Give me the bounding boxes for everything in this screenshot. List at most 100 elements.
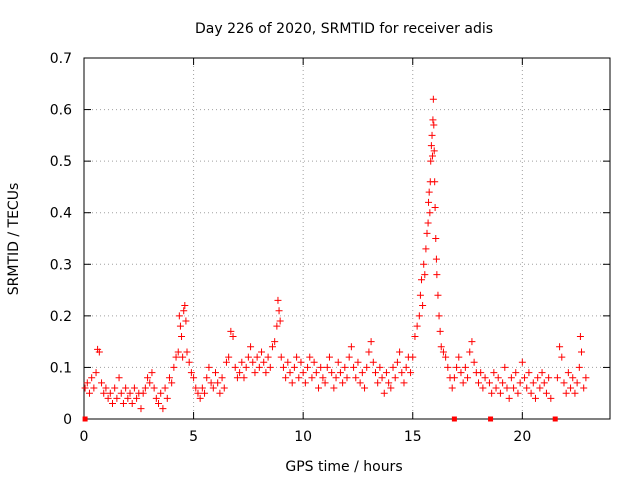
data-point bbox=[244, 353, 252, 361]
data-point bbox=[382, 369, 390, 377]
data-point bbox=[304, 363, 312, 371]
data-point bbox=[229, 332, 237, 340]
data-point bbox=[444, 363, 452, 371]
data-point bbox=[102, 384, 110, 392]
data-point bbox=[534, 374, 542, 382]
data-point bbox=[312, 369, 320, 377]
data-point bbox=[376, 363, 384, 371]
data-point bbox=[128, 400, 136, 408]
data-point bbox=[540, 379, 548, 387]
data-point bbox=[176, 322, 184, 330]
data-point bbox=[203, 374, 211, 382]
data-point bbox=[178, 332, 186, 340]
data-point bbox=[347, 343, 355, 351]
data-point bbox=[253, 353, 261, 361]
x-axis-label: GPS time / hours bbox=[285, 459, 402, 475]
data-point bbox=[371, 369, 379, 377]
data-point bbox=[538, 369, 546, 377]
data-point bbox=[389, 363, 397, 371]
data-point bbox=[455, 353, 463, 361]
data-point bbox=[165, 374, 173, 382]
data-point bbox=[527, 389, 535, 397]
data-point bbox=[573, 379, 581, 387]
data-point bbox=[308, 374, 316, 382]
data-point bbox=[108, 400, 116, 408]
data-point bbox=[416, 291, 424, 299]
data-point bbox=[398, 369, 406, 377]
data-point bbox=[205, 363, 213, 371]
data-point bbox=[393, 358, 401, 366]
data-point bbox=[90, 384, 98, 392]
data-point bbox=[150, 384, 158, 392]
data-point bbox=[323, 363, 331, 371]
x-axis: 0 5 10 15 20 bbox=[80, 58, 531, 445]
y-tick-label: 0.2 bbox=[50, 309, 72, 325]
data-point bbox=[361, 384, 369, 392]
data-point bbox=[222, 358, 230, 366]
data-point bbox=[85, 389, 93, 397]
data-point bbox=[427, 142, 435, 150]
data-point bbox=[450, 374, 458, 382]
data-point bbox=[425, 198, 433, 206]
data-point bbox=[411, 332, 419, 340]
data-point bbox=[95, 348, 103, 356]
data-point bbox=[523, 384, 531, 392]
data-point bbox=[350, 363, 358, 371]
data-point bbox=[251, 369, 259, 377]
data-point bbox=[240, 374, 248, 382]
data-point bbox=[152, 394, 160, 402]
data-point bbox=[391, 374, 399, 382]
data-point bbox=[567, 384, 575, 392]
data-point bbox=[113, 394, 121, 402]
data-point bbox=[425, 188, 433, 196]
data-point bbox=[464, 374, 472, 382]
data-point bbox=[196, 394, 204, 402]
data-point bbox=[468, 338, 476, 346]
data-point bbox=[492, 384, 500, 392]
data-point bbox=[141, 384, 149, 392]
y-axis-label: SRMTID / TECUs bbox=[6, 183, 22, 296]
data-point bbox=[100, 389, 108, 397]
data-point bbox=[260, 358, 268, 366]
data-point bbox=[330, 384, 338, 392]
data-point bbox=[422, 245, 430, 253]
data-point bbox=[194, 389, 202, 397]
data-point bbox=[271, 338, 279, 346]
data-point bbox=[575, 363, 583, 371]
data-point bbox=[168, 379, 176, 387]
data-point bbox=[466, 348, 474, 356]
data-point bbox=[275, 307, 283, 315]
data-point bbox=[328, 369, 336, 377]
data-point bbox=[531, 394, 539, 402]
data-point bbox=[510, 384, 518, 392]
data-point bbox=[92, 369, 100, 377]
x-tick-label: 5 bbox=[189, 429, 198, 445]
data-point bbox=[479, 384, 487, 392]
data-point bbox=[354, 358, 362, 366]
data-point bbox=[488, 389, 496, 397]
data-point bbox=[106, 389, 114, 397]
data-point bbox=[220, 384, 228, 392]
data-point bbox=[187, 369, 195, 377]
data-point bbox=[247, 343, 255, 351]
data-point bbox=[560, 379, 568, 387]
data-point bbox=[301, 379, 309, 387]
data-point bbox=[562, 389, 570, 397]
data-point bbox=[264, 353, 272, 361]
data-point bbox=[481, 374, 489, 382]
data-point bbox=[477, 369, 485, 377]
data-point bbox=[435, 312, 443, 320]
data-point bbox=[505, 394, 513, 402]
data-point bbox=[295, 374, 303, 382]
data-point bbox=[409, 353, 417, 361]
data-point bbox=[516, 379, 524, 387]
data-point bbox=[365, 348, 373, 356]
data-point bbox=[428, 131, 436, 139]
data-point bbox=[183, 348, 191, 356]
data-point bbox=[163, 394, 171, 402]
y-tick-label: 0.6 bbox=[50, 103, 72, 119]
data-point bbox=[310, 358, 318, 366]
data-point bbox=[512, 369, 520, 377]
data-point bbox=[83, 379, 91, 387]
